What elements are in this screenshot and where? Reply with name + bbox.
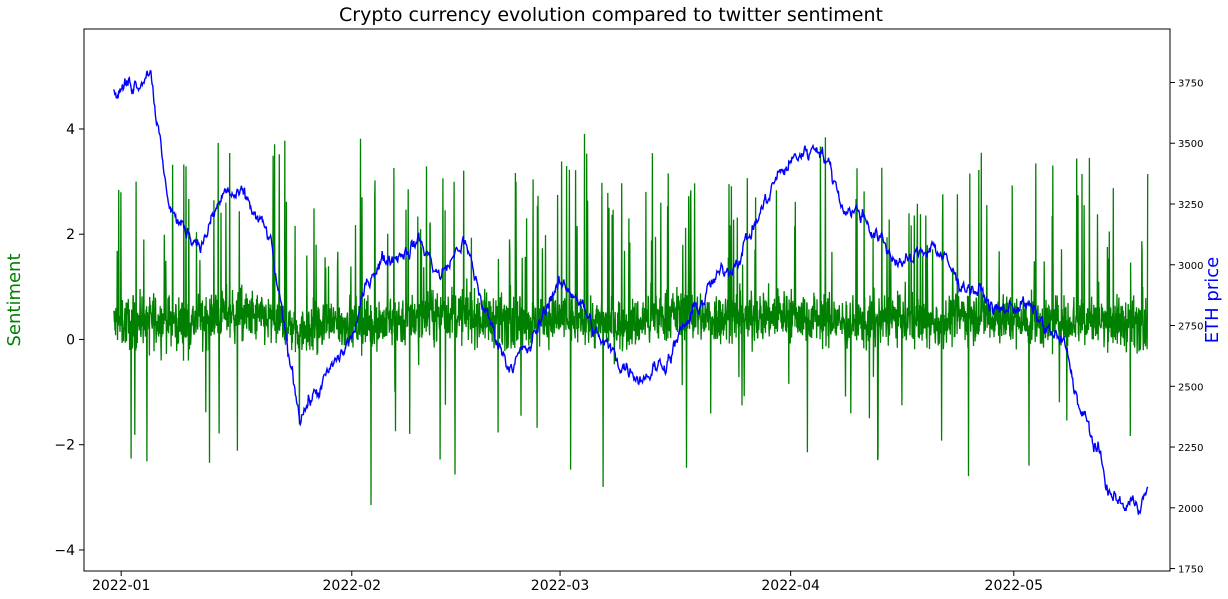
x-tick-label: 2022-05 [985,578,1044,594]
y-right-tick-label: 2500 [1178,382,1203,393]
y-right-tick-label: 3000 [1178,261,1203,272]
y-right-tick-label: 3750 [1178,78,1203,89]
y-left-tick-label: 4 [66,122,75,138]
y-left-tick-label: 0 [66,332,75,348]
y-right-tick-label: 2000 [1178,504,1203,515]
series-group [113,69,1149,515]
x-tick-label: 2022-01 [92,578,151,594]
y-left-tick-label: −4 [54,543,75,559]
plot-frame [83,28,1171,572]
x-tick-label: 2022-02 [323,578,382,594]
y-axis-right-label: ETH price [1202,257,1223,343]
sentiment-line [113,133,1149,506]
chart-title: Crypto currency evolution compared to tw… [339,4,883,26]
y-right-tick-label: 3500 [1178,139,1203,150]
y-axis-left-label: Sentiment [4,253,25,346]
y-right-tick-label: 2750 [1178,322,1203,333]
y-right-tick-label: 3250 [1178,200,1203,211]
y-right-tick-label: 1750 [1178,565,1203,576]
x-tick-label: 2022-04 [761,578,820,594]
y-left-tick-label: −2 [54,438,75,454]
x-tick-label: 2022-03 [531,578,590,594]
eth-price-line [113,69,1149,515]
axes-group: 2022-01 2022-02 2022-03 2022-04 2022-05 −4 −2 0… [54,28,1203,594]
y-left-tick-label: 2 [66,227,75,243]
y-right-tick-label: 2250 [1178,443,1203,454]
